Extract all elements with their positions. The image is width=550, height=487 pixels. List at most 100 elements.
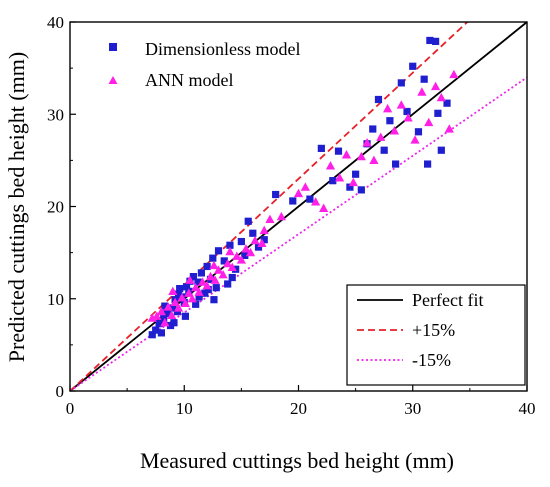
point-ann-53 [168,286,178,295]
point-ann-48 [424,117,434,127]
x-tick-label-2: 20 [290,399,307,418]
point-dimensionless-28 [224,280,232,288]
point-ann-14 [197,277,208,286]
point-ann-20 [223,258,233,268]
point-ann-6 [170,297,180,307]
point-ann-16 [205,271,216,281]
point-dimensionless-31 [237,237,245,246]
point-dimensionless-17 [189,273,197,281]
point-ann-46 [410,135,420,144]
point-ann-40 [369,155,379,164]
point-ann-10 [184,288,194,297]
point-ann-21 [227,262,237,271]
point-dimensionless-43 [346,183,354,191]
point-ann-23 [236,255,246,264]
point-ann-43 [389,126,400,135]
point-ann-47 [417,87,427,96]
point-dimensionless-44 [352,170,360,178]
legend-label-ann: ANN model [145,70,234,90]
point-dimensionless-40 [317,144,325,152]
y-axis-label: Predicted cuttings bed height (mm) [4,52,29,362]
point-dimensionless-3 [157,329,165,337]
point-dimensionless-58 [426,36,434,45]
point-ann-41 [376,132,386,141]
legend-top-left: Dimensionless model ANN model [108,39,301,90]
x-tick-label-1: 10 [176,399,193,418]
reference-line-perfect [69,21,528,392]
point-dimensionless-65 [181,312,189,320]
point-dimensionless-36 [260,236,268,244]
point-dimensionless-4 [160,314,168,322]
point-ann-15 [202,281,212,290]
point-ann-1 [152,311,162,320]
point-ann-25 [245,247,256,257]
point-dimensionless-60 [434,109,442,117]
point-dimensionless-62 [443,99,451,107]
point-dimensionless-34 [249,229,257,237]
x-axis-label: Measured cuttings bed height (mm) [140,448,454,473]
point-ann-51 [444,124,454,133]
point-ann-52 [449,69,459,79]
point-ann-13 [194,287,204,296]
point-dimensionless-26 [214,247,223,255]
point-dimensionless-27 [220,257,228,265]
point-dimensionless-63 [161,302,169,310]
point-dimensionless-2 [155,320,163,328]
point-ann-7 [173,303,184,312]
point-ann-56 [225,246,235,256]
point-ann-36 [341,150,352,159]
point-dimensionless-68 [210,296,218,304]
point-dimensionless-67 [204,285,212,294]
point-dimensionless-7 [169,304,177,312]
point-ann-17 [210,275,220,284]
legend-label-perfect: Perfect fit [412,290,483,310]
point-ann-55 [209,260,219,270]
point-dimensionless-32 [241,251,249,259]
point-ann-35 [335,173,345,182]
point-ann-2 [156,306,166,316]
point-dimensionless-45 [357,186,365,194]
point-dimensionless-55 [414,128,423,136]
point-ann-12 [191,282,201,292]
point-dimensionless-51 [392,160,400,168]
point-ann-29 [276,211,286,221]
point-ann-39 [362,138,372,147]
x-tick-label-0: 0 [66,399,75,418]
y-tick-label-2: 20 [47,198,64,217]
point-ann-34 [325,161,336,170]
point-ann-44 [396,100,406,109]
point-dimensionless-33 [244,217,252,225]
y-tick-label-4: 40 [47,13,64,32]
point-ann-3 [160,317,170,327]
point-dimensionless-20 [197,269,205,277]
point-ann-54 [185,275,195,284]
point-dimensionless-57 [424,160,432,168]
y-tick-label-0: 0 [56,382,65,401]
legend-bottom-right: Perfect fit +15% -15% [346,284,526,386]
point-ann-8 [177,293,187,302]
legend-label-dimensionless: Dimensionless model [145,39,301,59]
x-tick-label-4: 40 [519,399,536,418]
point-ann-31 [300,182,310,191]
point-ann-5 [167,310,177,319]
point-ann-27 [259,225,269,235]
point-dimensionless-0 [148,331,156,339]
point-dimensionless-64 [170,319,178,327]
point-ann-37 [348,177,358,187]
point-dimensionless-14 [182,283,191,291]
y-tick-label-1: 10 [47,290,64,309]
point-dimensionless-42 [334,147,343,155]
point-ann-45 [403,113,413,122]
point-ann-30 [293,188,304,198]
point-dimensionless-18 [192,300,200,308]
point-dimensionless-24 [209,254,217,262]
point-dimensionless-47 [369,125,377,133]
point-ann-50 [436,92,446,102]
point-dimensionless-37 [272,190,280,199]
point-dimensionless-49 [380,146,388,154]
point-dimensionless-53 [403,107,411,116]
point-dimensionless-1 [152,326,160,334]
point-dimensionless-69 [228,273,236,282]
point-dimensionless-48 [374,95,383,104]
